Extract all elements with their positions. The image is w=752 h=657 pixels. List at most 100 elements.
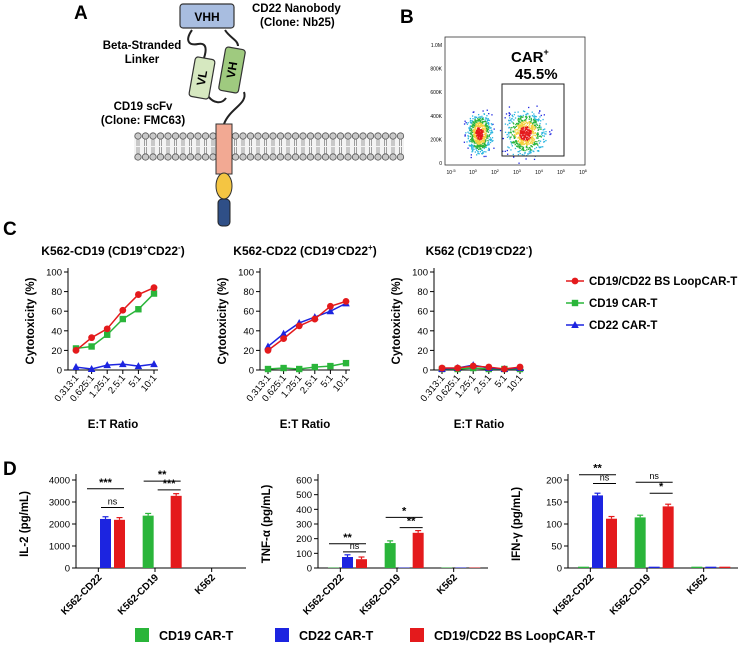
flow-event [481, 124, 483, 126]
flow-event [525, 146, 527, 148]
flow-event [482, 142, 484, 145]
flow-event [527, 141, 530, 143]
lipid-head [359, 153, 367, 161]
lipid-head [269, 132, 277, 140]
flow-event [491, 132, 493, 134]
flow-event [475, 123, 477, 126]
flow-event [524, 142, 527, 145]
flow-event [523, 124, 525, 126]
flow-event [478, 131, 480, 133]
flow-event [518, 119, 520, 121]
significance-label: ns [108, 497, 118, 507]
flow-event [521, 138, 524, 140]
flow-event [527, 143, 529, 145]
flow-event [471, 126, 473, 128]
flow-event [487, 122, 490, 124]
flow-event [531, 126, 534, 128]
flow-event [513, 131, 515, 133]
lipid-head [336, 153, 345, 161]
flow-event [525, 120, 527, 122]
flow-event [534, 148, 536, 150]
flow-event [486, 137, 488, 139]
data-point-cd22 [87, 365, 96, 373]
flow-event [484, 144, 486, 147]
lipid-head [209, 153, 217, 161]
flow-event [483, 139, 485, 141]
flow-event [526, 144, 528, 146]
flow-event [531, 131, 533, 133]
flow-event [535, 120, 537, 122]
flow-event [522, 135, 524, 137]
flow-event [469, 119, 472, 122]
data-point-cd19 [280, 364, 287, 372]
x-tick-label: 10:1 [139, 373, 159, 394]
flow-event [515, 142, 518, 145]
flow-event [544, 128, 546, 130]
flow-event [483, 138, 485, 140]
flow-event [478, 134, 480, 137]
flow-event [466, 123, 469, 125]
flow-event [528, 118, 530, 120]
flow-event [478, 138, 480, 140]
flow-event [523, 152, 526, 154]
data-point-cd19 [88, 343, 95, 350]
flow-event [524, 152, 526, 154]
flow-event [469, 145, 471, 147]
lipid-head [269, 153, 277, 161]
flow-event [530, 122, 532, 125]
chart-title: K562-CD19 (CD19+CD22-) [41, 243, 184, 258]
y-tick-label: 80 [51, 287, 62, 298]
flow-event [477, 152, 479, 155]
flow-event [516, 129, 519, 131]
flow-event [518, 121, 521, 123]
flow-event [509, 113, 511, 115]
flow-event [522, 149, 525, 152]
flow-event [477, 113, 480, 116]
flow-event [533, 139, 535, 142]
flow-event [526, 112, 528, 115]
flow-event [515, 145, 518, 147]
flow-event [511, 141, 514, 143]
flow-event [483, 140, 485, 142]
flow-event [535, 115, 537, 118]
flow-event [521, 148, 523, 151]
lipid-head [366, 132, 375, 140]
flow-event [526, 126, 529, 128]
flow-event [491, 124, 493, 126]
flow-event [471, 147, 473, 149]
flow-cytometry-plot: CAR+ 45.5% 1.0M 800K 600K 400K 200K 0 10-5 100… [430, 36, 588, 176]
flow-event [477, 139, 480, 141]
flow-event [522, 119, 524, 122]
flow-event [531, 136, 533, 138]
flow-event [521, 128, 524, 130]
flow-event [481, 134, 483, 136]
flow-event [525, 144, 528, 146]
flow-event [488, 125, 490, 128]
flow-event [489, 133, 492, 135]
flow-event [486, 120, 488, 123]
flow-event [468, 128, 471, 130]
flow-event [533, 128, 535, 130]
flow-event [487, 130, 489, 132]
flow-event [510, 131, 512, 133]
flow-event [530, 131, 532, 133]
flow-event [525, 137, 527, 139]
significance-label: *** [163, 478, 177, 490]
flow-event [526, 116, 528, 118]
lipid-head [299, 153, 307, 161]
flow-event [541, 131, 544, 134]
flow-event [486, 130, 488, 133]
y-tick-label: 20 [243, 346, 254, 357]
flow-event [518, 137, 520, 139]
flow-event [520, 129, 522, 132]
flow-event [522, 141, 524, 144]
flow-event [538, 142, 541, 144]
flow-event [538, 126, 540, 128]
flow-event [513, 123, 515, 125]
flow-event [480, 145, 482, 147]
flow-event [521, 138, 523, 141]
flow-event [469, 121, 471, 123]
flow-event [477, 136, 479, 138]
flow-event [478, 153, 480, 155]
flow-event [533, 128, 535, 131]
